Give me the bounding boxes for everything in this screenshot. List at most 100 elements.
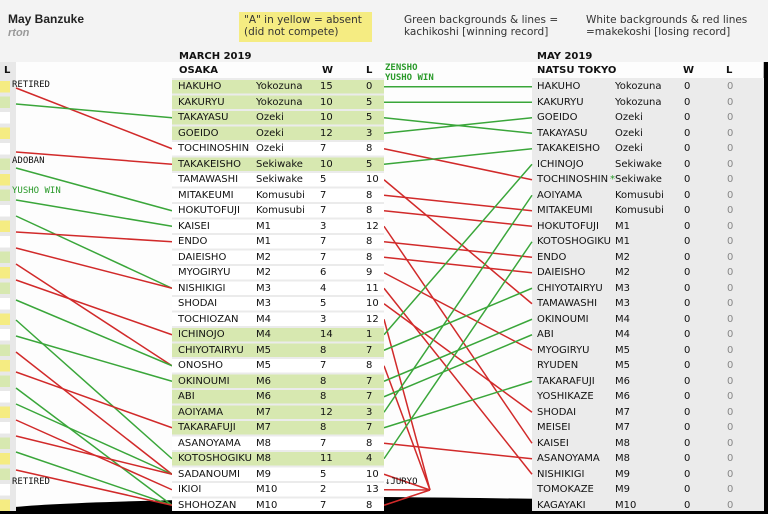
may-rank: M6 (615, 374, 630, 390)
may-wins: 0 (684, 343, 690, 359)
may-rank: M7 (615, 420, 630, 436)
may-wrestler-name: KAISEI (537, 436, 569, 452)
left-col-header: L (4, 65, 10, 76)
may-rank: Ozeki (615, 141, 643, 157)
may-wrestler-name: KOTOSHOGIKU (537, 234, 611, 250)
may-losses: 0 (727, 296, 733, 312)
may-wins: 0 (684, 203, 690, 219)
may-wrestler-name: ASANOYAMA (537, 451, 600, 467)
may-rank: M1 (615, 234, 630, 250)
may-wins: 0 (684, 79, 690, 95)
may-losses: 0 (727, 436, 733, 452)
may-wrestler-name: TAKARAFUJI (537, 374, 595, 390)
may-wrestler-name: KAGAYAKI (537, 498, 586, 514)
may-wins: 0 (684, 374, 690, 390)
may-rank: M2 (615, 250, 630, 266)
may-rank: Sekiwake (615, 172, 662, 188)
may-rank: M6 (615, 389, 630, 405)
may-losses: 0 (727, 467, 733, 483)
may-row: ASANOYAMA M8 0 0 (0, 451, 768, 467)
may-rank: M8 (615, 451, 630, 467)
may-losses: 0 (727, 250, 733, 266)
may-losses: 0 (727, 188, 733, 204)
may-losses: 0 (727, 95, 733, 111)
may-wrestler-name: AOIYAMA (537, 188, 582, 204)
may-wins: 0 (684, 188, 690, 204)
chart-author: rton (8, 27, 29, 39)
may-wins: 0 (684, 95, 690, 111)
may-wrestler-name: HAKUHO (537, 79, 580, 95)
may-wins: 0 (684, 312, 690, 328)
may-wrestler-name: ENDO (537, 250, 566, 266)
chart-title: May Banzuke (8, 12, 84, 26)
may-wrestler-name: TOCHINOSHIN (537, 172, 608, 188)
may-losses: 0 (727, 405, 733, 421)
may-rank: M4 (615, 312, 630, 328)
may-rank: Ozeki (615, 126, 643, 142)
may-losses: 0 (727, 126, 733, 142)
may-rank: M9 (615, 467, 630, 483)
may-wrestler-name: HOKUTOFUJI (537, 219, 599, 235)
may-l-header: L (726, 65, 732, 76)
may-wins: 0 (684, 389, 690, 405)
absent-note: "A" in yellow = absent (did not compete) (244, 14, 372, 38)
may-losses: 0 (727, 157, 733, 173)
may-rank: Yokozuna (615, 79, 662, 95)
may-wrestler-name: DAIEISHO (537, 265, 585, 281)
may-rank: M10 (615, 498, 636, 514)
may-wrestler-name: MITAKEUMI (537, 203, 593, 219)
may-losses: 0 (727, 451, 733, 467)
may-row: ICHINOJO Sekiwake 0 0 (0, 157, 768, 173)
may-rank: M9 (615, 482, 630, 498)
white-note: White backgrounds & red lines =makekoshi… (586, 14, 768, 38)
march-subtitle: OSAKA (179, 65, 218, 76)
may-wins: 0 (684, 420, 690, 436)
may-rank: Komusubi (615, 203, 664, 219)
may-rank: Sekiwake (615, 157, 662, 173)
march-w-header: W (322, 65, 333, 76)
may-wins: 0 (684, 141, 690, 157)
may-losses: 0 (727, 110, 733, 126)
may-wins: 0 (684, 157, 690, 173)
may-wrestler-name: TAKAKEISHO (537, 141, 600, 157)
may-wrestler-name: MYOGIRYU (537, 343, 590, 359)
may-losses: 0 (727, 219, 733, 235)
may-w-header: W (683, 65, 694, 76)
may-wrestler-name: KAKURYU (537, 95, 584, 111)
may-wrestler-name: GOEIDO (537, 110, 577, 126)
may-rank: M3 (615, 281, 630, 297)
may-wrestler-name: SHODAI (537, 405, 576, 421)
may-wins: 0 (684, 110, 690, 126)
may-losses: 0 (727, 172, 733, 188)
may-losses: 0 (727, 482, 733, 498)
may-losses: 0 (727, 234, 733, 250)
may-rank: M1 (615, 219, 630, 235)
may-wrestler-name: ICHINOJO (537, 157, 584, 173)
may-losses: 0 (727, 389, 733, 405)
may-losses: 0 (727, 374, 733, 390)
may-losses: 0 (727, 281, 733, 297)
may-wrestler-name: RYUDEN (537, 358, 578, 374)
march-title: MARCH 2019 (179, 51, 251, 62)
may-wrestler-name: MEISEI (537, 420, 571, 436)
may-wins: 0 (684, 219, 690, 235)
may-wins: 0 (684, 482, 690, 498)
march-l-header: L (366, 65, 372, 76)
may-wins: 0 (684, 451, 690, 467)
may-losses: 0 (727, 312, 733, 328)
